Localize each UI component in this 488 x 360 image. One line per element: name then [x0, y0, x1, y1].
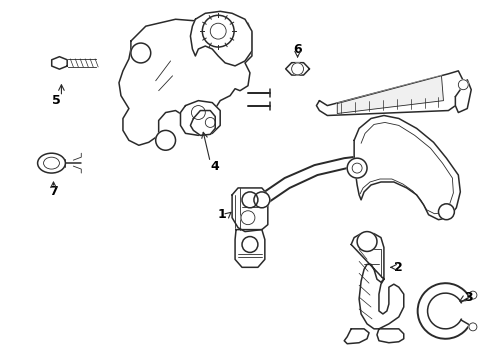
Circle shape	[351, 163, 361, 173]
Circle shape	[468, 323, 476, 331]
Text: 6: 6	[293, 42, 301, 55]
Polygon shape	[190, 11, 251, 66]
Polygon shape	[353, 116, 459, 220]
Circle shape	[242, 192, 257, 208]
Text: 4: 4	[210, 159, 219, 172]
Polygon shape	[52, 57, 67, 69]
Polygon shape	[337, 76, 443, 113]
Circle shape	[356, 231, 376, 251]
Polygon shape	[285, 63, 309, 75]
Polygon shape	[376, 329, 403, 343]
Polygon shape	[232, 188, 267, 231]
Text: 2: 2	[394, 261, 402, 274]
Circle shape	[241, 211, 254, 225]
Circle shape	[210, 23, 225, 39]
Polygon shape	[190, 111, 215, 135]
Circle shape	[191, 105, 205, 120]
Polygon shape	[119, 19, 251, 145]
Text: 7: 7	[49, 185, 58, 198]
Circle shape	[457, 80, 468, 90]
Circle shape	[202, 15, 234, 47]
Circle shape	[438, 204, 453, 220]
Text: 5: 5	[52, 94, 61, 107]
Circle shape	[468, 291, 476, 299]
Circle shape	[131, 43, 150, 63]
Circle shape	[346, 158, 366, 178]
Circle shape	[253, 192, 269, 208]
Ellipse shape	[38, 153, 65, 173]
Polygon shape	[344, 329, 368, 344]
Polygon shape	[180, 100, 220, 135]
Polygon shape	[454, 80, 470, 113]
Text: 1: 1	[217, 208, 226, 221]
Circle shape	[291, 63, 303, 75]
Polygon shape	[235, 230, 264, 267]
Circle shape	[242, 237, 257, 252]
Text: 3: 3	[463, 291, 471, 303]
Circle shape	[155, 130, 175, 150]
Polygon shape	[316, 71, 464, 116]
Circle shape	[205, 117, 215, 127]
Polygon shape	[350, 234, 403, 329]
